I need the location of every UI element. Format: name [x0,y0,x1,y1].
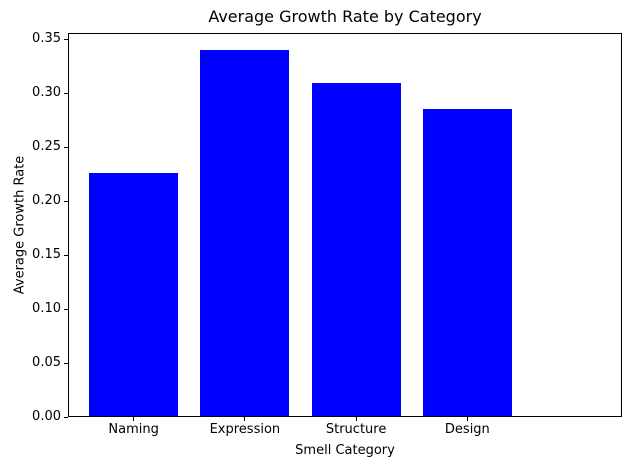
x-tick-label-expression: Expression [209,422,281,437]
y-tick-mark [64,308,68,310]
y-tick-label: 0.20 [32,193,61,209]
x-tick-mark [244,417,246,421]
x-tick-mark [466,417,468,421]
y-tick-label: 0.15 [32,247,61,263]
bar-expression [200,50,290,416]
x-tick-mark [133,417,135,421]
plot-area [68,33,622,417]
y-tick-mark [64,254,68,256]
y-tick-mark [64,416,68,418]
y-tick-mark [64,38,68,40]
bar-design [422,108,512,416]
y-tick-label: 0.25 [32,139,61,155]
bar-structure [311,82,401,416]
x-tick-label-naming: Naming [108,422,159,437]
y-tick-mark [64,92,68,94]
y-tick-label: 0.30 [32,85,61,101]
x-tick-mark [355,417,357,421]
y-tick-label: 0.10 [32,301,61,317]
y-tick-label: 0.00 [32,409,61,424]
x-tick-label-design: Design [444,422,490,437]
chart-title: Average Growth Rate by Category [208,7,482,26]
y-axis-label: Average Growth Rate [12,155,28,295]
y-tick-label: 0.35 [32,31,61,47]
x-axis-label: Smell Category [295,443,395,458]
bar-naming [89,173,179,416]
y-tick-mark [64,362,68,364]
y-tick-mark [64,200,68,202]
x-tick-label-structure: Structure [325,422,387,437]
y-tick-label: 0.05 [32,355,61,371]
y-tick-mark [64,146,68,148]
